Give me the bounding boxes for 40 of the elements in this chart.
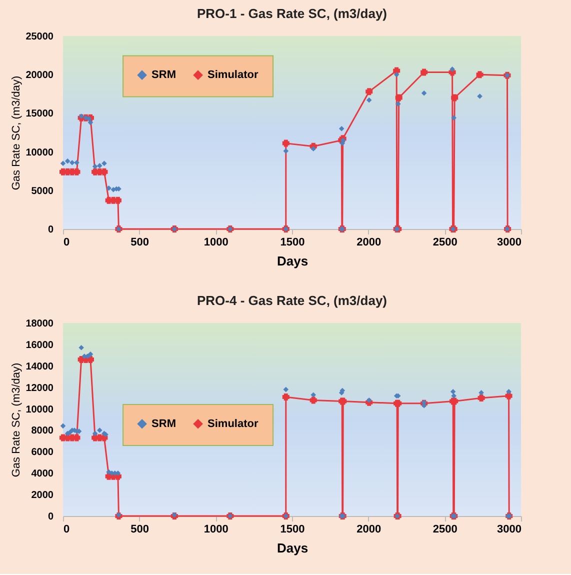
legend-label: Simulator	[208, 418, 259, 430]
x-axis-title: Days	[276, 540, 308, 556]
x-tick-label: 1500	[280, 236, 305, 248]
y-tick-label: 16000	[26, 340, 54, 351]
legend-label: SRM	[152, 418, 176, 430]
x-tick-label: 500	[130, 524, 150, 536]
x-tick-label: 2500	[432, 524, 458, 536]
y-axis-title: Gas Rate SC, (m3/day)	[10, 76, 23, 190]
chart-title: PRO-1 - Gas Rate SC, (m3/day)	[197, 6, 387, 21]
y-tick-label: 12000	[26, 382, 54, 394]
x-tick-label: 2000	[356, 524, 382, 536]
x-tick-label: 1000	[204, 524, 228, 536]
x-tick-label: 0	[64, 524, 70, 536]
y-tick-label: 10000	[26, 147, 54, 158]
chart-title: PRO-4 - Gas Rate SC, (m3/day)	[197, 293, 387, 308]
x-tick-label: 0	[64, 236, 70, 248]
y-tick-label: 8000	[31, 426, 54, 437]
y-tick-label: 25000	[26, 32, 54, 42]
y-tick-label: 5000	[31, 186, 54, 197]
legend-label: Simulator	[208, 69, 259, 82]
y-tick-label: 6000	[31, 447, 54, 458]
y-tick-label: 10000	[26, 404, 54, 416]
x-tick-label: 1000	[204, 236, 228, 248]
x-tick-label: 2000	[356, 236, 382, 248]
y-tick-label: 4000	[31, 468, 54, 480]
y-tick-label: 0	[48, 224, 54, 236]
y-tick-label: 0	[48, 512, 54, 522]
y-axis-title: Gas Rate SC, (m3/day)	[10, 362, 23, 478]
x-tick-label: 500	[130, 236, 150, 248]
x-tick-label: 2500	[432, 236, 458, 248]
y-tick-label: 2000	[31, 490, 54, 502]
y-tick-label: 18000	[26, 318, 54, 330]
y-tick-label: 14000	[26, 361, 54, 372]
x-tick-label: 3000	[497, 236, 522, 248]
x-tick-label: 3000	[497, 524, 522, 536]
x-tick-label: 1500	[280, 524, 305, 536]
x-axis-title: Days	[276, 254, 308, 268]
y-tick-label: 15000	[26, 108, 54, 120]
legend-label: SRM	[152, 69, 176, 82]
y-tick-label: 20000	[26, 70, 54, 82]
